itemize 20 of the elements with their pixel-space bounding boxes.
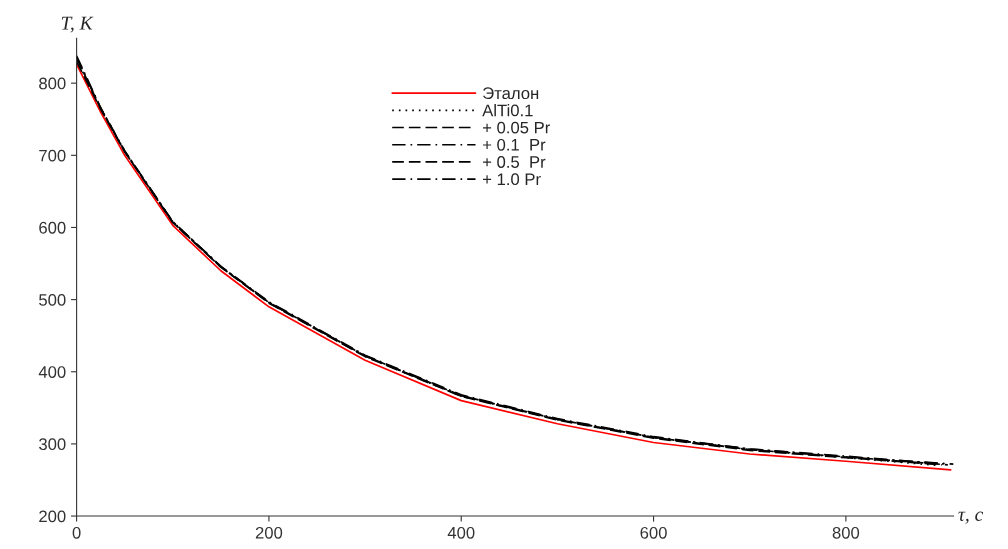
- x-tick-label: 800: [832, 526, 860, 539]
- x-tick-label: 0: [72, 526, 81, 539]
- x-tick-label: 400: [447, 526, 475, 539]
- x-tick-label: 600: [640, 526, 667, 539]
- x-tick-label: 200: [255, 526, 283, 539]
- y-tick-label: 600: [39, 221, 66, 234]
- legend-label: + 0.5 Pr: [483, 156, 546, 168]
- legend-label: + 0.05 Pr: [483, 121, 551, 134]
- y-tick-label: 500: [39, 294, 66, 306]
- y-tick-label: 200: [39, 510, 66, 523]
- y-tick-label: 700: [39, 149, 66, 162]
- legend-label: + 1.0 Pr: [483, 173, 541, 186]
- y-tick-label: 800: [39, 77, 66, 90]
- x-axis-title: τ, c: [958, 511, 984, 524]
- legend-label: AlTi0.1: [482, 104, 533, 117]
- y-tick-label: 300: [39, 438, 66, 451]
- y-tick-label: 400: [38, 366, 66, 378]
- legend-label: Эталон: [483, 87, 539, 100]
- y-axis-title: T, K: [61, 16, 94, 33]
- legend-label: + 0.1 Pr: [483, 138, 546, 151]
